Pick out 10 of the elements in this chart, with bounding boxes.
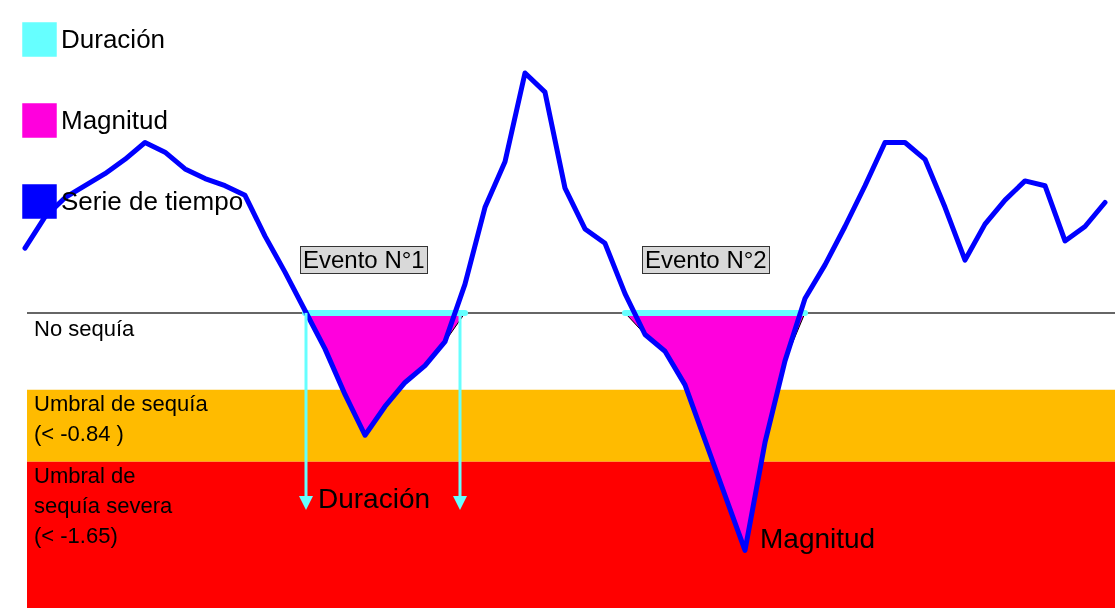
legend-label: Serie de tiempo [61,185,244,216]
legend-label: Magnitud [61,104,168,135]
annotation: Duración [318,483,431,515]
band-label: Umbral de sequía severa (< -1.65) [34,462,173,548]
annotation: Evento N°2 [642,246,770,275]
ref-line-label: No sequía [34,315,136,341]
annotation: Evento N°1 [300,246,428,275]
annotation: Magnitud [760,523,876,555]
legend-label: Duración [61,23,166,54]
band-label: Umbral de sequía (< -0.84 ) [34,390,209,446]
